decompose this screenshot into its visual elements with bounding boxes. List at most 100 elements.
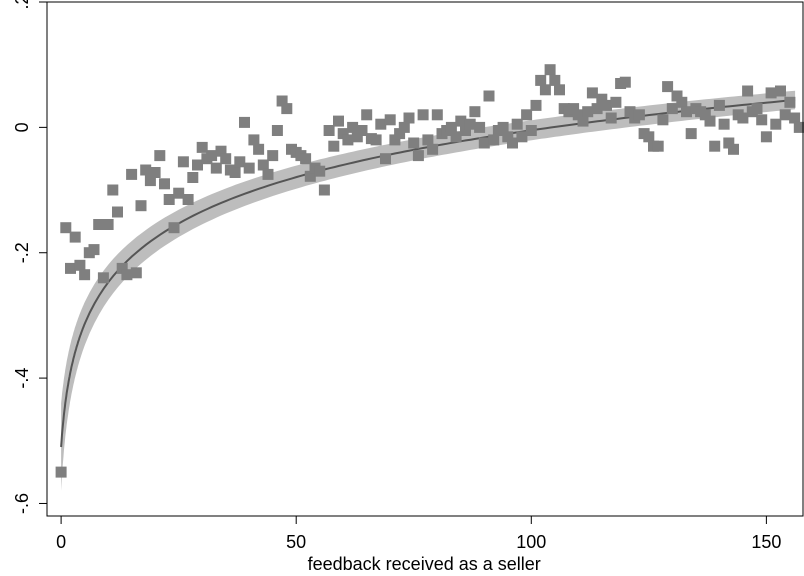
data-point (168, 222, 180, 234)
data-point (116, 262, 128, 274)
data-point (243, 162, 255, 174)
data-point (657, 114, 669, 126)
y-tick-label: .2 (12, 0, 32, 10)
data-point (97, 272, 109, 284)
data-point (756, 114, 768, 126)
y-tick-label: -.6 (12, 493, 32, 514)
data-point (760, 131, 772, 143)
y-tick-label: -.4 (12, 368, 32, 389)
data-point (262, 168, 274, 180)
data-point (704, 115, 716, 127)
data-point (417, 109, 429, 121)
data-point (271, 125, 283, 136)
data-point (69, 231, 81, 243)
confidence-band (61, 90, 796, 491)
data-point (549, 74, 561, 86)
data-point (709, 140, 721, 152)
data-point (591, 103, 603, 115)
data-point (530, 99, 542, 111)
y-tick-label: 0 (12, 122, 32, 132)
data-point (455, 115, 467, 127)
data-point (229, 167, 241, 178)
data-point (281, 103, 293, 115)
data-point (192, 159, 203, 171)
data-point (370, 134, 382, 146)
data-point (210, 162, 222, 174)
data-point (464, 118, 476, 130)
data-point (314, 165, 326, 177)
data-point (144, 175, 156, 187)
data-point (624, 106, 636, 118)
data-point (65, 262, 76, 274)
data-point (535, 74, 547, 86)
data-point (333, 115, 344, 127)
data-point (723, 137, 735, 149)
data-point (318, 184, 330, 196)
data-point (394, 128, 406, 140)
data-point (779, 109, 791, 121)
data-point (403, 112, 415, 124)
data-point (450, 131, 462, 143)
data-point (206, 150, 218, 162)
data-point (605, 112, 617, 124)
data-point (93, 219, 105, 230)
data-point (79, 269, 91, 281)
data-point (582, 106, 594, 118)
data-point (676, 96, 688, 108)
data-point (121, 269, 133, 281)
data-point (107, 184, 119, 196)
data-point (126, 168, 138, 180)
x-axis-title: feedback received as a seller (308, 554, 541, 574)
data-point (88, 244, 100, 256)
confidence-band-layer (61, 90, 796, 491)
data-point (248, 134, 260, 146)
data-point (384, 114, 396, 126)
data-point (596, 93, 608, 105)
data-point (554, 84, 565, 96)
data-point (572, 109, 584, 121)
data-point (652, 140, 664, 152)
data-point (60, 222, 72, 234)
data-point (398, 121, 410, 133)
data-point (187, 172, 199, 183)
data-point (196, 141, 208, 153)
data-point (337, 128, 349, 140)
data-point (257, 159, 269, 171)
data-point (140, 164, 152, 176)
data-point (662, 81, 674, 93)
data-point (685, 128, 697, 140)
data-point (525, 125, 537, 136)
data-point (159, 178, 170, 190)
x-tick-label: 50 (286, 532, 306, 552)
plot-frame (46, 1, 804, 517)
data-point (643, 131, 655, 143)
data-point (182, 194, 194, 205)
data-point (784, 96, 796, 108)
data-point (130, 267, 142, 279)
y-tick-label: -.2 (12, 242, 32, 263)
data-point (74, 259, 86, 271)
data-point (389, 134, 401, 146)
data-point (751, 103, 763, 115)
data-point (267, 150, 279, 162)
data-points-layer (55, 64, 804, 478)
data-point (586, 87, 598, 99)
data-point (483, 90, 495, 102)
data-point (135, 200, 147, 212)
x-tick-label: 150 (751, 532, 781, 552)
data-point (253, 143, 265, 155)
data-point (102, 219, 114, 230)
data-point (619, 76, 631, 88)
data-point (427, 143, 439, 155)
data-point (666, 103, 678, 115)
data-point (728, 143, 739, 155)
data-point (497, 121, 509, 133)
data-point (351, 131, 363, 143)
data-point (361, 109, 373, 121)
data-point (347, 121, 359, 133)
data-point (300, 153, 312, 165)
data-point (718, 118, 730, 130)
data-point (112, 206, 123, 218)
data-point (770, 118, 782, 130)
